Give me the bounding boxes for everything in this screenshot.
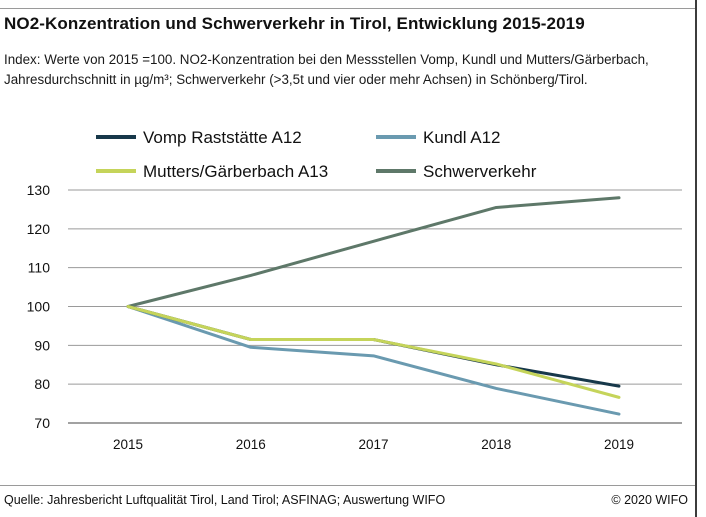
y-axis: 70 80 90 100 110 120 130 bbox=[27, 182, 51, 431]
legend-label: Kundl A12 bbox=[423, 128, 501, 147]
x-tick-label: 2016 bbox=[236, 437, 266, 452]
source-note: Quelle: Jahresbericht Luftqualität Tirol… bbox=[4, 493, 445, 507]
legend: Vomp Raststätte A12 Kundl A12 Mutters/Gärb… bbox=[96, 128, 537, 181]
x-tick-label: 2017 bbox=[358, 437, 388, 452]
footer-rule bbox=[0, 485, 695, 486]
y-tick-label: 80 bbox=[34, 376, 50, 392]
y-tick-label: 120 bbox=[27, 221, 51, 237]
y-tick-label: 100 bbox=[27, 299, 51, 315]
x-tick-label: 2018 bbox=[481, 437, 511, 452]
x-tick-label: 2019 bbox=[604, 437, 634, 452]
y-tick-label: 70 bbox=[34, 415, 50, 431]
copyright: © 2020 WIFO bbox=[611, 493, 688, 507]
y-tick-label: 130 bbox=[27, 182, 51, 198]
series-line-3 bbox=[128, 198, 619, 307]
x-tick-label: 2015 bbox=[113, 437, 143, 452]
series-line-1 bbox=[128, 307, 619, 415]
y-tick-label: 110 bbox=[28, 260, 51, 276]
x-axis: 2015 2016 2017 2018 2019 bbox=[113, 437, 634, 452]
legend-label: Schwerverkehr bbox=[423, 162, 537, 181]
legend-label: Vomp Raststätte A12 bbox=[143, 128, 302, 147]
line-chart: Vomp Raststätte A12 Kundl A12 Mutters/Gärb… bbox=[0, 0, 706, 517]
legend-label: Mutters/Gärberbach A13 bbox=[143, 162, 328, 181]
series-lines bbox=[128, 198, 619, 414]
y-tick-label: 90 bbox=[34, 337, 50, 353]
series-line-0 bbox=[128, 307, 619, 387]
